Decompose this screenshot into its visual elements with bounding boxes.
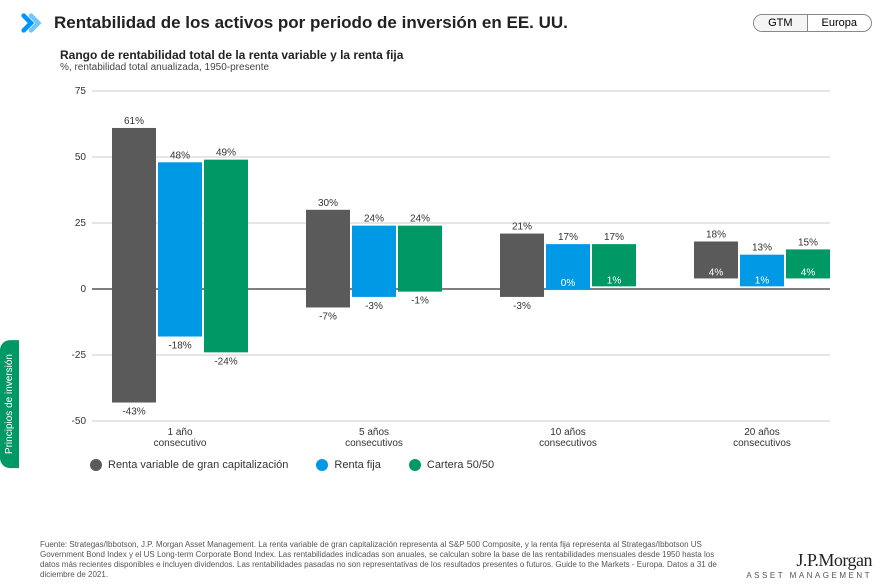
svg-text:0%: 0% [561,278,576,289]
svg-text:10 años: 10 años [550,427,586,438]
svg-text:-43%: -43% [122,407,145,418]
svg-text:5 años: 5 años [359,427,389,438]
svg-text:50: 50 [75,152,87,163]
bar [112,128,156,403]
svg-text:49%: 49% [216,148,236,159]
brand-sub: ASSET MANAGEMENT [746,571,872,580]
range-bar-chart: -50-25025507561%-43%48%-18%49%-24%1 añoc… [60,77,840,457]
svg-text:61%: 61% [124,116,144,127]
side-tab[interactable]: Principios de inversión [0,340,19,468]
header-tabs: GTM Europa [753,14,872,32]
svg-text:75: 75 [75,86,87,97]
legend-dot-icon [90,459,102,471]
svg-text:1%: 1% [755,275,770,286]
legend-dot-icon [316,459,328,471]
bar [158,162,202,336]
svg-text:-18%: -18% [168,341,191,352]
footer-source-text: Fuente: Strategas/Ibbotson, J.P. Morgan … [40,540,746,580]
svg-text:4%: 4% [709,267,724,278]
tab-gtm[interactable]: GTM [754,15,807,31]
legend-item: Renta variable de gran capitalización [90,459,288,471]
svg-text:1%: 1% [607,275,622,286]
svg-text:17%: 17% [604,232,624,243]
svg-text:-50: -50 [72,416,87,427]
legend-label: Renta fija [334,459,380,471]
svg-text:15%: 15% [798,237,818,248]
svg-text:1 año: 1 año [167,427,192,438]
svg-text:-25: -25 [72,350,87,361]
svg-text:25: 25 [75,218,87,229]
bar [352,226,396,297]
svg-text:consecutivo: consecutivo [154,438,207,449]
brand-name: J.P.Morgan [746,550,872,571]
svg-text:24%: 24% [410,214,430,225]
svg-text:13%: 13% [752,243,772,254]
footer-brand: J.P.Morgan ASSET MANAGEMENT [746,550,872,580]
legend-label: Cartera 50/50 [427,459,494,471]
svg-text:21%: 21% [512,222,532,233]
footer: Fuente: Strategas/Ibbotson, J.P. Morgan … [40,540,872,580]
legend: Renta variable de gran capitalización Ren… [90,459,852,471]
tab-europa[interactable]: Europa [808,15,871,31]
svg-text:17%: 17% [558,232,578,243]
svg-text:24%: 24% [364,214,384,225]
svg-text:-7%: -7% [319,311,337,322]
chart-area: Rango de rentabilidad total de la renta … [0,42,892,471]
svg-text:-3%: -3% [365,301,383,312]
chart-subtitle: %, rentabilidad total anualizada, 1950-p… [60,62,852,73]
chevron-logo-icon [20,12,42,34]
legend-item: Renta fija [316,459,380,471]
page-title: Rentabilidad de los activos por periodo … [54,13,753,33]
svg-text:consecutivos: consecutivos [539,438,597,449]
header: Rentabilidad de los activos por periodo … [0,0,892,42]
legend-item: Cartera 50/50 [409,459,494,471]
svg-text:4%: 4% [801,267,816,278]
svg-text:consecutivos: consecutivos [733,438,791,449]
chart-title: Rango de rentabilidad total de la renta … [60,48,852,62]
svg-text:18%: 18% [706,229,726,240]
bar [306,210,350,308]
svg-text:-3%: -3% [513,301,531,312]
legend-dot-icon [409,459,421,471]
bar [398,226,442,292]
svg-text:0: 0 [80,284,86,295]
legend-label: Renta variable de gran capitalización [108,459,288,471]
svg-text:consecutivos: consecutivos [345,438,403,449]
bar [204,160,248,353]
svg-text:-24%: -24% [214,356,237,367]
bar [500,234,544,297]
svg-text:-1%: -1% [411,296,429,307]
svg-text:30%: 30% [318,198,338,209]
svg-text:20 años: 20 años [744,427,780,438]
svg-text:48%: 48% [170,150,190,161]
